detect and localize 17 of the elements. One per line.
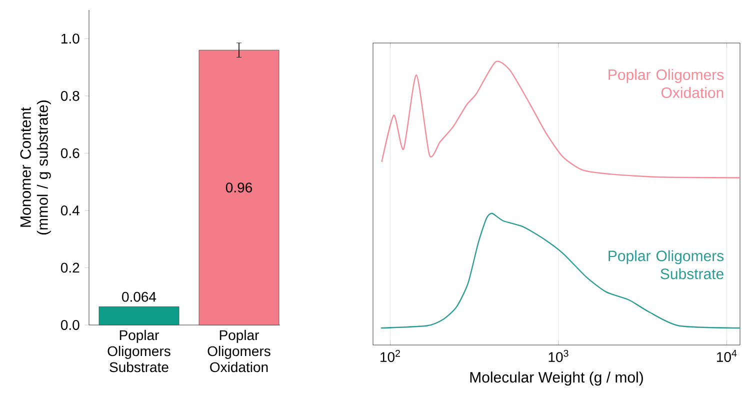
y-tick-label: 0.4 [60, 205, 80, 216]
x-tick-label: 10$^{4}$ [716, 350, 737, 362]
data-label: 0.96 [226, 182, 252, 193]
x-tick-label: Poplar Oligomers Substrate [108, 330, 170, 372]
y-axis-title: Monomer Content (mmol / g substrate) [20, 100, 51, 235]
data-label: 0.064 [122, 292, 156, 302]
y-tick-label: 0.8 [60, 90, 80, 101]
x-tick-label: 10$^{3}$ [548, 350, 568, 362]
y-tick-label: 1.0 [61, 34, 80, 44]
y-tick-label: 0.6 [60, 148, 80, 158]
y-tick-label: 0.2 [60, 262, 80, 273]
text: Poplar Oligomers Oxidation [608, 69, 724, 98]
x-tick-label: Poplar Oligomers Oxidation [208, 330, 270, 372]
series-label: Poplar Oligomers Substrate [608, 250, 724, 280]
x-tick-label: 10$^{2}$ [380, 350, 400, 362]
y-tick-label: 0.0 [60, 320, 80, 330]
x-axis-title: Molecular Weight (g / mol) [470, 372, 643, 386]
